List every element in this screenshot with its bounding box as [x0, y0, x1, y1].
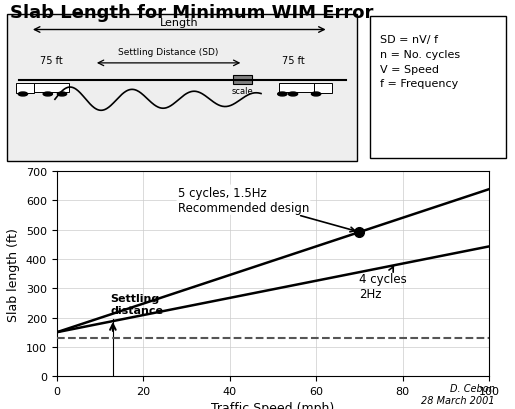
Circle shape [288, 93, 298, 97]
Circle shape [43, 93, 53, 97]
Text: Slab Length for Minimum WIM Error: Slab Length for Minimum WIM Error [10, 4, 374, 22]
FancyBboxPatch shape [7, 15, 357, 162]
Text: SD = nV/ f
n = No. cycles
V = Speed
f = Frequency: SD = nV/ f n = No. cycles V = Speed f = … [380, 35, 460, 89]
Text: 4 cycles
2Hz: 4 cycles 2Hz [359, 267, 407, 300]
Text: Length: Length [160, 18, 199, 28]
Text: Settling Distance (SD): Settling Distance (SD) [118, 48, 219, 56]
X-axis label: Traffic Speed (mph): Traffic Speed (mph) [211, 402, 335, 409]
Bar [233, 76, 252, 85]
FancyBboxPatch shape [370, 17, 506, 159]
Text: 75 ft: 75 ft [40, 56, 63, 66]
Text: scale: scale [232, 87, 253, 96]
Text: D. Cebon
28 March 2001: D. Cebon 28 March 2001 [421, 383, 494, 405]
Circle shape [278, 93, 287, 97]
Text: Settling
distance: Settling distance [111, 293, 164, 315]
Circle shape [57, 93, 66, 97]
Bar [16, 83, 33, 94]
Text: 75 ft: 75 ft [282, 56, 304, 66]
Bar [279, 83, 314, 92]
Circle shape [312, 93, 321, 97]
Text: 5 cycles, 1.5Hz
Recommended design: 5 cycles, 1.5Hz Recommended design [178, 186, 355, 232]
Bar [33, 83, 69, 92]
Y-axis label: Slab length (ft): Slab length (ft) [7, 227, 20, 321]
Bar [314, 83, 332, 94]
Circle shape [19, 93, 27, 97]
